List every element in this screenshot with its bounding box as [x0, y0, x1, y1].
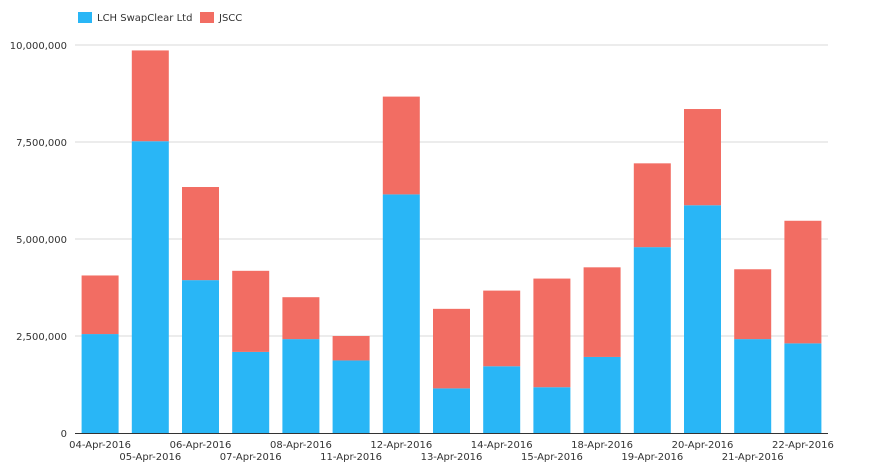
bar-jscc[interactable]: [182, 187, 219, 281]
x-tick-label: 22-Apr-2016: [772, 440, 834, 451]
bars: [81, 50, 822, 433]
x-tick-label: 04-Apr-2016: [69, 440, 131, 451]
x-tick-label: 11-Apr-2016: [320, 452, 382, 462]
bar-jscc[interactable]: [433, 308, 470, 389]
x-tick-label: 08-Apr-2016: [270, 440, 332, 451]
bar-lch[interactable]: [583, 356, 621, 433]
x-tick-label: 13-Apr-2016: [421, 452, 483, 462]
x-tick-label: 06-Apr-2016: [170, 440, 232, 451]
bar-lch[interactable]: [734, 339, 772, 433]
bar-lch[interactable]: [684, 205, 721, 433]
x-tick-label: 20-Apr-2016: [672, 440, 734, 451]
bar-jscc[interactable]: [131, 50, 169, 142]
x-tick-label: 19-Apr-2016: [621, 452, 683, 462]
x-tick-label: 14-Apr-2016: [471, 440, 533, 451]
x-tick-label: 07-Apr-2016: [220, 452, 282, 462]
x-tick-label: 15-Apr-2016: [521, 452, 583, 462]
bar-lch[interactable]: [131, 141, 169, 433]
bar-jscc[interactable]: [232, 270, 270, 352]
y-tick-label: 5,000,000: [16, 235, 67, 246]
bar-lch[interactable]: [382, 194, 420, 433]
bar-lch[interactable]: [533, 387, 571, 433]
bar-lch[interactable]: [483, 366, 521, 433]
bar-lch[interactable]: [633, 247, 671, 433]
bar-jscc[interactable]: [633, 163, 671, 248]
legend-item-lch[interactable]: LCH SwapClear Ltd: [78, 12, 192, 24]
x-axis: 04-Apr-201605-Apr-201606-Apr-201607-Apr-…: [69, 433, 834, 462]
bar-jscc[interactable]: [533, 278, 571, 388]
bar-jscc[interactable]: [282, 297, 320, 340]
bar-jscc[interactable]: [583, 267, 621, 357]
legend-label-lch: LCH SwapClear Ltd: [97, 13, 192, 24]
bar-jscc[interactable]: [734, 269, 772, 340]
bar-jscc[interactable]: [684, 109, 721, 206]
y-tick-label: 10,000,000: [10, 41, 67, 52]
bar-lch[interactable]: [282, 339, 320, 433]
y-tick-label: 7,500,000: [16, 138, 67, 149]
y-tick-label: 2,500,000: [16, 332, 67, 343]
legend-label-jscc: JSCC: [218, 13, 242, 24]
x-tick-label: 21-Apr-2016: [722, 452, 784, 462]
legend-swatch-lch: [78, 12, 92, 23]
y-axis: 0 2,500,000 5,000,000 7,500,000 10,000,000: [10, 41, 67, 440]
bar-lch[interactable]: [182, 280, 219, 433]
bar-jscc[interactable]: [81, 275, 119, 335]
x-tick-label: 12-Apr-2016: [370, 440, 432, 451]
legend-swatch-jscc: [200, 12, 214, 23]
bar-lch[interactable]: [784, 343, 822, 433]
x-tick-label: 05-Apr-2016: [119, 452, 181, 462]
legend: LCH SwapClear Ltd JSCC: [78, 12, 242, 24]
y-tick-label: 0: [61, 429, 67, 440]
bar-lch[interactable]: [433, 388, 470, 433]
bar-jscc[interactable]: [332, 336, 370, 361]
x-tick-label: 18-Apr-2016: [571, 440, 633, 451]
bar-lch[interactable]: [332, 360, 370, 433]
bar-lch[interactable]: [232, 351, 270, 433]
bar-jscc[interactable]: [382, 96, 420, 195]
bar-lch[interactable]: [81, 334, 119, 433]
legend-item-jscc[interactable]: JSCC: [200, 12, 242, 24]
bar-jscc[interactable]: [784, 220, 822, 344]
bar-jscc[interactable]: [483, 290, 521, 367]
